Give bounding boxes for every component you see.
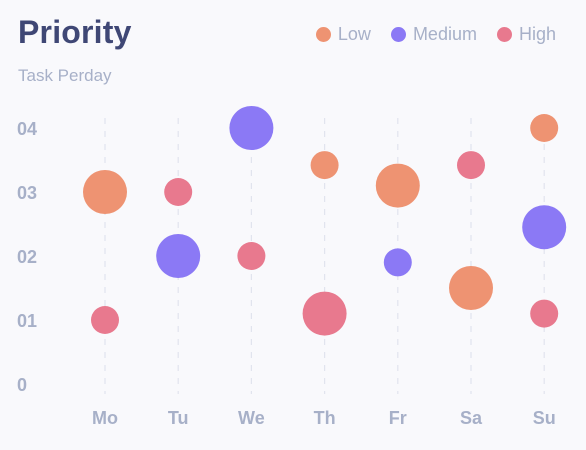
bubble-high-tu[interactable] — [164, 178, 193, 206]
x-tick-label-we: We — [238, 408, 265, 428]
x-tick-label-fr: Fr — [389, 408, 407, 428]
bubble-low-su[interactable] — [530, 114, 559, 142]
bubble-high-sa[interactable] — [457, 151, 485, 180]
legend-dot-high — [496, 27, 512, 42]
bubble-high-mo[interactable] — [91, 306, 119, 334]
bubble-high-we[interactable] — [237, 242, 266, 270]
y-tick-label: 0 — [17, 375, 27, 395]
legend-dot-low — [315, 27, 331, 42]
x-tick-label-th: Th — [314, 408, 336, 428]
legend-label-medium: Medium — [412, 24, 477, 44]
chart-title: Priority — [18, 14, 132, 50]
legend-item-medium[interactable]: Medium — [390, 24, 477, 45]
bubble-low-mo[interactable] — [83, 170, 127, 214]
x-tick-label-sa: Sa — [460, 408, 483, 428]
bubble-low-th[interactable] — [310, 151, 339, 180]
x-tick-label-mo: Mo — [92, 408, 118, 428]
y-tick-label: 04 — [17, 119, 37, 139]
x-axis-ticks: Mo Tu We Th Fr Sa Su — [92, 408, 556, 428]
bubble-low-sa[interactable] — [449, 266, 493, 310]
bubble-high-su[interactable] — [530, 299, 559, 328]
bubble-high-th[interactable] — [302, 291, 347, 336]
legend-label-high: High — [518, 24, 556, 44]
legend-dot-medium — [390, 27, 406, 42]
bubble-medium-su[interactable] — [522, 205, 567, 250]
chart-subtitle: Task Perday — [18, 66, 112, 85]
bubble-medium-we[interactable] — [229, 106, 274, 150]
y-tick-label: 02 — [17, 247, 37, 267]
x-tick-label-tu: Tu — [168, 408, 189, 428]
bubble-layer — [83, 106, 567, 336]
legend-item-high[interactable]: High — [496, 24, 556, 45]
y-tick-label: 03 — [17, 183, 37, 203]
y-axis-ticks: 0 01 02 03 04 — [17, 119, 37, 395]
x-tick-label-su: Su — [533, 408, 556, 428]
bubble-medium-fr[interactable] — [383, 248, 412, 277]
bubble-medium-tu[interactable] — [156, 234, 201, 278]
y-tick-label: 01 — [17, 311, 37, 331]
chart-legend: Low Medium High — [315, 24, 556, 45]
bubble-low-fr[interactable] — [375, 163, 420, 208]
legend-label-low: Low — [337, 24, 371, 44]
legend-item-low[interactable]: Low — [315, 24, 371, 45]
